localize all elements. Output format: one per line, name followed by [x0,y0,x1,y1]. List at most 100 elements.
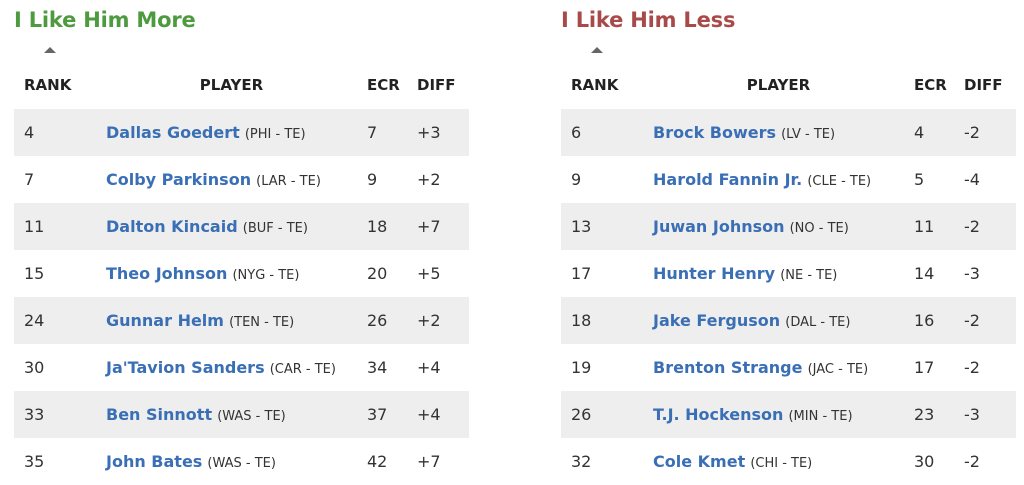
table-row: 4 Dallas Goedert (PHI - TE) 7 +3 [14,109,469,156]
player-cell: Dallas Goedert (PHI - TE) [96,109,367,156]
player-link[interactable]: Ja'Tavion Sanders [106,358,265,377]
diff-cell: +4 [417,405,441,424]
diff-cell: +4 [417,358,441,377]
player-cell: Theo Johnson (NYG - TE) [96,250,367,297]
diff-column-header[interactable]: DIFF [417,76,456,94]
player-cell: T.J. Hockenson (MIN - TE) [643,391,914,438]
player-cell: Jake Ferguson (DAL - TE) [643,297,914,344]
player-cell: Ben Sinnott (WAS - TE) [96,391,367,438]
sort-up-icon [591,47,603,53]
player-team: (CLE - TE) [807,174,872,189]
diff-cell: +2 [417,170,441,189]
player-team: (CAR - TE) [269,362,336,377]
table-row: 32 Cole Kmet (CHI - TE) 30 -2 [561,438,1016,485]
diff-cell: +2 [417,311,441,330]
table-row: 15 Theo Johnson (NYG - TE) 20 +5 [14,250,469,297]
ecr-cell: 16 [914,311,935,330]
ecr-column-header[interactable]: ECR [914,76,947,94]
table-row: 11 Dalton Kincaid (BUF - TE) 18 +7 [14,203,469,250]
player-cell: Juwan Johnson (NO - TE) [643,203,914,250]
ecr-cell: 18 [367,217,388,236]
player-link[interactable]: Hunter Henry [653,264,776,283]
rank-cell: 15 [24,264,45,283]
like-more-rows: 4 Dallas Goedert (PHI - TE) 7 +3 7 Colby… [14,109,469,485]
player-link[interactable]: Dalton Kincaid [106,217,238,236]
like-less-table: RANK PLAYER ECR DIFF 6 Brock Bowers (LV … [561,40,1016,485]
diff-cell: -4 [964,170,980,189]
diff-cell: +5 [417,264,441,283]
rank-cell: 30 [24,358,45,377]
diff-cell: -2 [964,311,980,330]
table-row: 30 Ja'Tavion Sanders (CAR - TE) 34 +4 [14,344,469,391]
ecr-cell: 17 [914,358,935,377]
ecr-cell: 26 [367,311,388,330]
player-link[interactable]: Cole Kmet [653,452,746,471]
player-team: (WAS - TE) [217,409,286,424]
player-link[interactable]: Brock Bowers [653,123,777,142]
like-more-table: RANK PLAYER ECR DIFF 4 Dallas Goedert (P… [14,40,469,485]
diff-cell: +3 [417,123,441,142]
player-column-header[interactable]: PLAYER [199,76,264,94]
like-less-title: I Like Him Less [561,8,736,32]
table-row: 19 Brenton Strange (JAC - TE) 17 -2 [561,344,1016,391]
ecr-cell: 34 [367,358,388,377]
rank-cell: 32 [571,452,592,471]
player-link[interactable]: Theo Johnson [106,264,228,283]
rank-column-header[interactable]: RANK [14,40,96,109]
table-row: 17 Hunter Henry (NE - TE) 14 -3 [561,250,1016,297]
rank-cell: 11 [24,217,45,236]
table-header-row: RANK PLAYER ECR DIFF [14,40,469,109]
ecr-cell: 42 [367,452,388,471]
player-cell: Brock Bowers (LV - TE) [643,109,914,156]
like-more-panel: I Like Him More RANK PLAYER ECR DIFF 4 D… [14,0,469,485]
player-link[interactable]: Dallas Goedert [106,123,240,142]
player-cell: Cole Kmet (CHI - TE) [643,438,914,485]
rank-cell: 4 [24,123,35,142]
diff-cell: -2 [964,217,980,236]
ecr-cell: 5 [914,170,925,189]
ecr-cell: 9 [367,170,378,189]
rank-cell: 17 [571,264,592,283]
diff-cell: -2 [964,452,980,471]
ecr-cell: 7 [367,123,378,142]
table-row: 18 Jake Ferguson (DAL - TE) 16 -2 [561,297,1016,344]
rank-cell: 6 [571,123,582,142]
rank-cell: 26 [571,405,592,424]
player-link[interactable]: John Bates [106,452,203,471]
player-link[interactable]: Ben Sinnott [106,405,213,424]
player-cell: Ja'Tavion Sanders (CAR - TE) [96,344,367,391]
ecr-cell: 37 [367,405,388,424]
player-link[interactable]: Gunnar Helm [106,311,224,330]
like-less-panel: I Like Him Less RANK PLAYER ECR DIFF 6 B… [561,0,1016,485]
player-link[interactable]: Brenton Strange [653,358,803,377]
rank-cell: 19 [571,358,592,377]
table-row: 13 Juwan Johnson (NO - TE) 11 -2 [561,203,1016,250]
diff-column-header[interactable]: DIFF [964,76,1003,94]
rank-cell: 9 [571,170,582,189]
rank-cell: 18 [571,311,592,330]
player-link[interactable]: Juwan Johnson [653,217,785,236]
player-team: (DAL - TE) [785,315,851,330]
player-team: (JAC - TE) [807,362,869,377]
player-column-header[interactable]: PLAYER [746,76,811,94]
player-cell: Colby Parkinson (LAR - TE) [96,156,367,203]
rank-cell: 13 [571,217,592,236]
player-link[interactable]: Jake Ferguson [653,311,781,330]
ecr-cell: 30 [914,452,935,471]
player-team: (MIN - TE) [788,409,853,424]
like-less-rows: 6 Brock Bowers (LV - TE) 4 -2 9 Harold F… [561,109,1016,485]
player-cell: Gunnar Helm (TEN - TE) [96,297,367,344]
table-row: 6 Brock Bowers (LV - TE) 4 -2 [561,109,1016,156]
player-team: (BUF - TE) [242,221,308,236]
player-link[interactable]: T.J. Hockenson [653,405,784,424]
table-row: 9 Harold Fannin Jr. (CLE - TE) 5 -4 [561,156,1016,203]
table-row: 24 Gunnar Helm (TEN - TE) 26 +2 [14,297,469,344]
ecr-cell: 23 [914,405,935,424]
diff-cell: -2 [964,123,980,142]
player-link[interactable]: Colby Parkinson [106,170,252,189]
rank-column-header[interactable]: RANK [561,40,643,109]
player-link[interactable]: Harold Fannin Jr. [653,170,803,189]
diff-cell: -3 [964,405,980,424]
ecr-column-header[interactable]: ECR [367,76,400,94]
rank-cell: 24 [24,311,45,330]
